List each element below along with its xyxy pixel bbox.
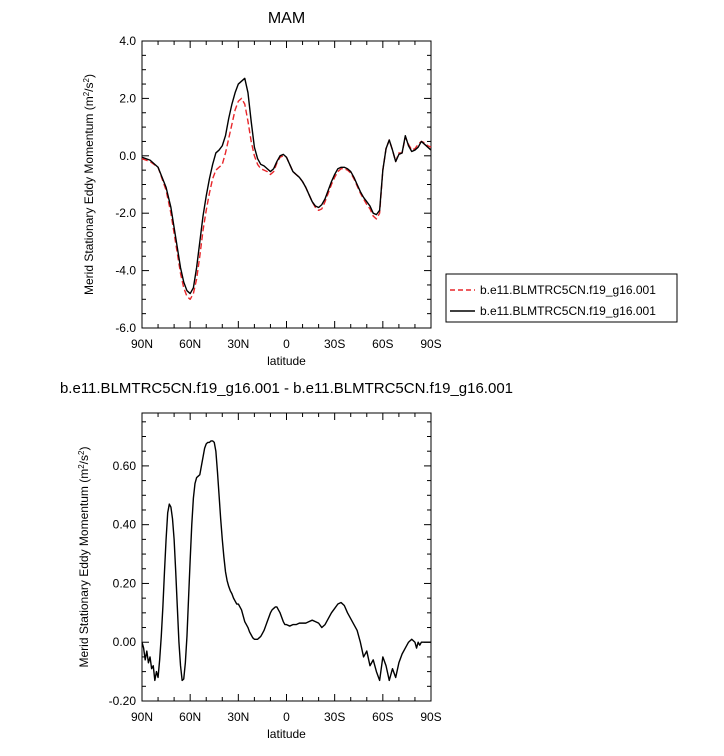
- top-chart: MAM 90N 60N 30N 0 30S 60S 90S -6.0 -4.0 -2.0 0.0 2.0…: [82, 10, 442, 368]
- x-tick-label: 60N: [179, 710, 201, 724]
- chart-title: b.e11.BLMTRC5CN.f19_g16.001 - b.e11.BLMT…: [60, 380, 513, 397]
- series-line-1: [141, 77, 432, 295]
- x-axis-label: latitude: [267, 727, 306, 741]
- x-tick-label: 90N: [131, 337, 153, 351]
- x-tick-label: 60S: [372, 337, 393, 351]
- bottom-chart: b.e11.BLMTRC5CN.f19_g16.001 - b.e11.BLMT…: [60, 380, 513, 741]
- y-axis-label: Merid Stationary Eddy Momentum (m2/s2): [82, 74, 96, 295]
- y-axis-label: Merid Stationary Eddy Momentum (m2/s2): [77, 447, 91, 668]
- x-tick-label: 30S: [324, 337, 345, 351]
- y-tick-label: -4.0: [115, 264, 136, 278]
- x-tick-label: 60S: [372, 710, 393, 724]
- x-tick-label: 30S: [324, 710, 345, 724]
- y-tick-label: -2.0: [115, 206, 136, 220]
- legend-box: [445, 273, 678, 323]
- y-tick-label: 0.00: [113, 635, 137, 649]
- y-tick-label: 0.20: [113, 576, 137, 590]
- x-tick-label: 0: [283, 710, 290, 724]
- series-line-0: [141, 97, 432, 300]
- legend-label: b.e11.BLMTRC5CN.f19_g16.001: [480, 283, 656, 297]
- x-tick-label: 30N: [227, 710, 249, 724]
- x-tick-label: 60N: [179, 337, 201, 351]
- y-tick-label: -0.20: [109, 694, 137, 708]
- y-tick-label: 0.60: [113, 459, 137, 473]
- x-tick-label: 90S: [420, 710, 441, 724]
- y-tick-label: 2.0: [119, 91, 136, 105]
- x-tick-label: 90N: [131, 710, 153, 724]
- legend-label: b.e11.BLMTRC5CN.f19_g16.001: [480, 304, 656, 318]
- legend: b.e11.BLMTRC5CN.f19_g16.001 b.e11.BLMTRC5…: [445, 273, 678, 323]
- x-tick-label: 30N: [227, 337, 249, 351]
- series-line-0: [141, 440, 431, 682]
- x-tick-label: 0: [283, 337, 290, 351]
- y-tick-label: 0.0: [119, 149, 136, 163]
- chart-title: MAM: [268, 10, 305, 27]
- x-axis-label: latitude: [267, 354, 306, 368]
- y-tick-label: -6.0: [115, 321, 136, 335]
- y-tick-label: 4.0: [119, 34, 136, 48]
- x-tick-label: 90S: [420, 337, 441, 351]
- y-tick-label: 0.40: [113, 518, 137, 532]
